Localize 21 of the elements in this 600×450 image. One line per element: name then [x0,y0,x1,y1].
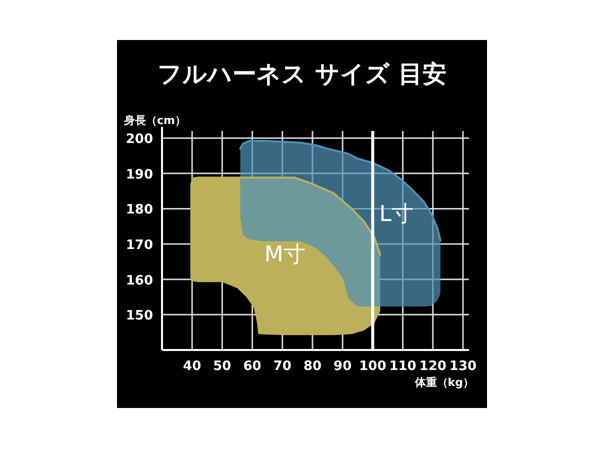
x-tick-label: 110 [389,359,416,374]
x-tick-label: 50 [213,359,232,374]
y-tick-label: 200 [126,132,153,148]
x-tick-label: 100 [359,359,386,374]
x-tick-label: 80 [303,359,322,374]
y-tick-label: 180 [126,202,153,218]
x-tick-label: 60 [243,359,262,374]
y-axis-title: 身長（cm） [123,114,186,127]
x-tick-label: 130 [449,359,477,374]
y-tick-label: 150 [126,308,153,324]
chart-title: フルハーネス サイズ 目安 [158,60,446,88]
x-tick-label: 40 [183,359,202,374]
y-tick-label: 190 [126,167,153,182]
y-tick-label: 160 [126,273,153,288]
text: M寸 [264,242,306,268]
y-tick-label: 170 [126,238,153,254]
x-tick-label: 70 [273,359,292,374]
x-tick-label: 90 [334,359,352,374]
series-label: L寸 [379,202,414,228]
x-axis-title: 体重（kg） [414,376,474,389]
x-tick-label: 120 [419,359,446,374]
